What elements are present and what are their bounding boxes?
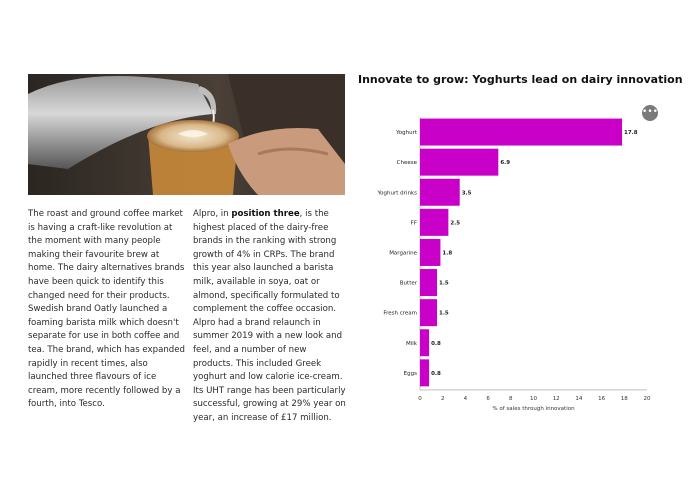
category-label: Butter	[400, 281, 418, 287]
bar-eggs	[420, 359, 430, 387]
bar-cheese	[420, 148, 499, 176]
value-label: 0.8	[431, 341, 441, 347]
x-tick-label: 20	[644, 396, 651, 402]
x-tick-label: 2	[441, 396, 445, 402]
value-label: 3.5	[462, 190, 472, 196]
bar-margarine	[420, 238, 441, 266]
bar-ff	[420, 208, 449, 236]
value-label: 1.5	[439, 281, 449, 287]
x-tick-label: 8	[509, 396, 513, 402]
category-label: Margarine	[389, 250, 417, 256]
category-label: Cheese	[397, 160, 418, 166]
bar-yoghurt	[420, 118, 623, 146]
x-tick-label: 10	[530, 396, 537, 402]
x-tick-label: 12	[553, 396, 560, 402]
x-tick-label: 18	[621, 396, 628, 402]
article-column-1: The roast and ground coffee market is ha…	[28, 209, 185, 410]
category-label: Fresh cream	[383, 311, 417, 317]
coffee-photo	[28, 74, 345, 195]
more-options-button[interactable]: •••	[642, 105, 658, 121]
x-tick-label: 4	[464, 396, 468, 402]
x-tick-label: 0	[418, 396, 422, 402]
value-label: 1.5	[439, 311, 449, 317]
bar-yoghurt-drinks	[420, 178, 460, 206]
article-column-2: Alpro, in position three, is the highest…	[193, 208, 349, 426]
value-label: 0.8	[431, 371, 441, 377]
column2-highlight: position three	[231, 209, 300, 219]
x-tick-label: 6	[486, 396, 490, 402]
x-tick-label: 14	[575, 396, 582, 402]
column2-text-start: Alpro, in	[193, 209, 232, 219]
category-label: FF	[411, 220, 417, 226]
x-axis-label: % of sales through innovation	[492, 406, 575, 412]
bar-butter	[420, 269, 438, 297]
category-label: Yoghurt	[395, 130, 418, 136]
value-label: 1.8	[442, 250, 452, 256]
value-label: 17.8	[624, 130, 638, 136]
value-label: 2.5	[450, 220, 460, 226]
category-label: Yoghurt drinks	[377, 190, 418, 196]
chart-title: Innovate to grow: Yoghurts lead on dairy…	[358, 73, 683, 86]
bar-milk	[420, 329, 430, 357]
category-label: Milk	[406, 341, 418, 347]
value-label: 6.9	[500, 160, 510, 166]
column2-text-end: , is the highest placed of the dairy-fre…	[193, 209, 346, 423]
category-label: Eggs	[404, 371, 417, 377]
bar-fresh-cream	[420, 299, 438, 327]
x-tick-label: 16	[598, 396, 605, 402]
